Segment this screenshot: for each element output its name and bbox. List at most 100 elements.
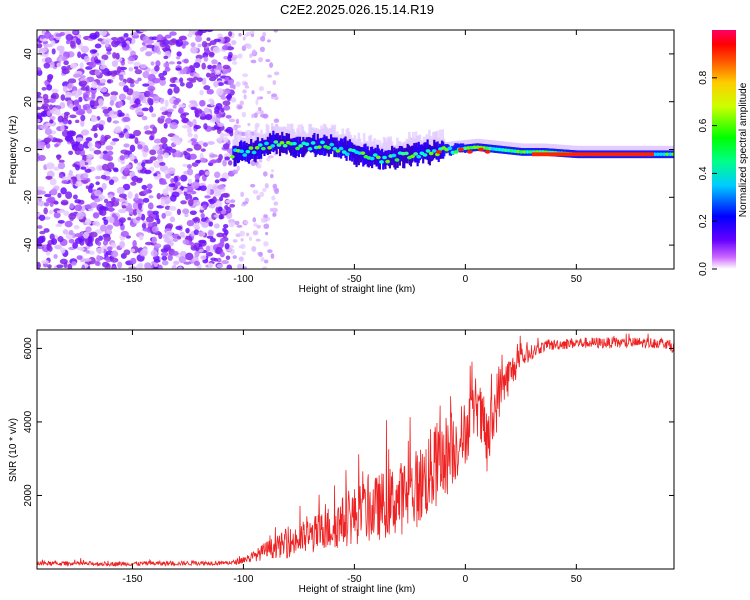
signal-halo [485,139,488,149]
signal-core [293,137,296,158]
noise-blob [219,240,225,247]
noise-blob [49,119,54,124]
noise-blob [56,154,61,161]
signal-halo [517,143,520,152]
noise-blob [252,189,259,195]
signal-halo [282,126,286,144]
noise-blob [90,127,98,132]
noise-blob [169,216,176,223]
snr-xtick-label: 50 [571,574,583,585]
signal-core [355,145,358,168]
noise-blob [184,152,191,160]
signal-core [246,145,249,163]
noise-blob [129,98,135,105]
noise-blob [160,115,166,120]
signal-halo [297,124,301,147]
noise-blob [108,179,115,186]
noise-blob [46,110,51,116]
noise-blob [226,264,233,269]
noise-blob [131,104,139,108]
signal-halo [353,135,357,153]
signal-halo [384,138,387,159]
signal-halo [534,143,538,152]
signal-halo [617,145,620,155]
noise-blob [114,198,120,202]
signal-core [379,151,383,164]
noise-blob [144,125,150,130]
noise-blob [171,264,177,269]
noise-blob [45,250,51,256]
signal-halo [593,145,596,155]
noise-blob [153,138,162,144]
noise-blob [59,258,68,265]
noise-blob [193,260,200,266]
noise-blob [57,192,62,198]
noise-blob [178,104,186,108]
noise-blob [217,122,225,127]
signal-halo [382,136,386,159]
noise-blob [159,97,165,105]
noise-blob [107,150,114,156]
spectrogram-xlabel: Height of straight line (km) [299,284,416,295]
noise-blob [214,188,222,195]
signal-halo [662,145,666,155]
noise-blob [176,56,181,60]
noise-blob [123,85,129,93]
signal-halo [537,143,540,152]
noise-blob [216,88,224,96]
noise-blob [205,245,211,252]
noise-blob [135,165,143,171]
spectrogram-xtick-label: 0 [463,274,469,285]
noise-blob [206,184,214,190]
signal-core [454,143,457,151]
noise-blob [187,127,192,135]
signal-core [280,139,283,153]
noise-blob [224,242,230,250]
noise-blob [156,193,162,200]
noise-blob [263,214,268,218]
noise-blob [208,221,214,227]
signal-halo [646,145,650,155]
signal-halo [582,145,586,155]
noise-blob [179,82,185,87]
noise-blob [45,142,51,149]
signal-halo [515,142,519,152]
noise-blob [57,162,66,170]
noise-blob [208,230,214,237]
noise-blob [214,171,221,179]
noise-blob [115,52,120,60]
signal-halo [233,133,237,154]
signal-core [384,150,387,170]
noise-blob [112,219,121,227]
noise-blob [111,40,119,48]
colorbar-tick-label: 0.0 [698,262,709,276]
noise-blob [234,220,240,226]
noise-blob [242,36,246,41]
noise-blob [206,88,214,95]
noise-blob [187,168,194,176]
noise-blob [194,108,199,116]
noise-blob [97,241,102,247]
signal-halo [341,128,345,150]
signal-halo [643,145,647,155]
noise-blob [41,86,47,91]
noise-blob [143,188,149,195]
noise-blob [156,149,164,155]
noise-blob [102,153,111,161]
signal-halo [412,131,415,155]
signal-peak [292,141,297,146]
noise-blob [202,142,208,147]
signal-core [257,141,261,160]
signal-core [420,144,424,157]
signal-peak [245,149,251,154]
noise-blob [206,37,211,42]
noise-blob [178,256,187,264]
signal-halo [575,145,579,155]
noise-blob [157,264,163,269]
noise-blob [258,57,264,63]
noise-blob [173,140,182,146]
signal-halo [493,140,496,149]
noise-blob [130,257,137,265]
noise-blob [211,59,218,65]
noise-blob [228,31,233,37]
